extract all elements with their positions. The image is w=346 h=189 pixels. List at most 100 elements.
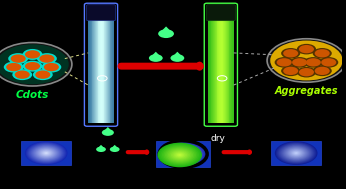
Circle shape <box>149 54 163 62</box>
FancyBboxPatch shape <box>89 20 90 123</box>
Circle shape <box>283 49 298 57</box>
Polygon shape <box>97 145 106 149</box>
Circle shape <box>157 143 202 167</box>
Circle shape <box>11 54 26 63</box>
Circle shape <box>292 151 300 155</box>
Circle shape <box>15 70 30 79</box>
FancyBboxPatch shape <box>111 20 112 123</box>
Circle shape <box>283 146 309 160</box>
Circle shape <box>41 150 52 156</box>
Circle shape <box>182 153 184 155</box>
Circle shape <box>275 141 318 165</box>
Circle shape <box>286 148 306 158</box>
Circle shape <box>8 53 28 64</box>
Circle shape <box>42 62 61 73</box>
FancyBboxPatch shape <box>233 20 234 123</box>
Circle shape <box>31 145 61 161</box>
FancyBboxPatch shape <box>112 20 113 123</box>
Circle shape <box>315 67 330 75</box>
FancyBboxPatch shape <box>106 20 107 123</box>
Circle shape <box>45 153 47 154</box>
Circle shape <box>22 49 43 60</box>
Circle shape <box>34 146 59 160</box>
Circle shape <box>38 148 55 158</box>
Circle shape <box>12 69 32 80</box>
FancyBboxPatch shape <box>96 20 97 123</box>
Circle shape <box>28 143 64 163</box>
Circle shape <box>0 43 72 86</box>
FancyBboxPatch shape <box>228 20 229 123</box>
FancyBboxPatch shape <box>225 20 226 123</box>
Circle shape <box>160 141 206 167</box>
FancyBboxPatch shape <box>208 20 209 123</box>
Polygon shape <box>110 145 119 149</box>
Circle shape <box>277 58 292 67</box>
Circle shape <box>315 49 330 57</box>
Text: dry: dry <box>210 134 225 143</box>
FancyBboxPatch shape <box>156 141 210 167</box>
FancyBboxPatch shape <box>92 20 93 123</box>
FancyBboxPatch shape <box>206 5 235 21</box>
FancyBboxPatch shape <box>86 5 116 21</box>
Circle shape <box>171 147 196 161</box>
Circle shape <box>37 148 56 158</box>
Circle shape <box>313 48 332 59</box>
Circle shape <box>282 145 310 161</box>
FancyBboxPatch shape <box>93 20 94 123</box>
Circle shape <box>319 57 338 68</box>
Polygon shape <box>171 52 184 58</box>
Circle shape <box>172 151 187 159</box>
Circle shape <box>37 53 57 64</box>
FancyBboxPatch shape <box>98 20 99 123</box>
Circle shape <box>289 149 304 157</box>
Circle shape <box>163 143 204 165</box>
Circle shape <box>27 143 65 164</box>
Circle shape <box>280 144 312 162</box>
FancyBboxPatch shape <box>219 20 220 123</box>
Circle shape <box>293 151 299 155</box>
FancyBboxPatch shape <box>229 20 230 123</box>
Polygon shape <box>102 127 113 132</box>
Circle shape <box>281 48 300 59</box>
FancyBboxPatch shape <box>102 20 103 123</box>
FancyBboxPatch shape <box>91 20 92 123</box>
Circle shape <box>168 148 192 162</box>
Circle shape <box>42 151 51 155</box>
FancyBboxPatch shape <box>100 20 101 123</box>
Circle shape <box>177 153 183 157</box>
Circle shape <box>291 150 301 156</box>
Circle shape <box>159 143 201 167</box>
FancyBboxPatch shape <box>212 20 213 123</box>
Circle shape <box>299 68 314 76</box>
Circle shape <box>32 145 60 161</box>
FancyBboxPatch shape <box>210 20 211 123</box>
Circle shape <box>35 70 50 79</box>
Circle shape <box>173 148 193 160</box>
Circle shape <box>275 57 294 68</box>
FancyBboxPatch shape <box>103 20 104 123</box>
Circle shape <box>0 44 69 84</box>
Circle shape <box>175 153 184 157</box>
Circle shape <box>299 45 314 53</box>
FancyBboxPatch shape <box>217 20 218 123</box>
Circle shape <box>306 58 321 67</box>
Circle shape <box>171 150 189 160</box>
Circle shape <box>281 145 311 161</box>
Circle shape <box>292 58 307 67</box>
Circle shape <box>40 149 53 157</box>
Circle shape <box>279 144 313 163</box>
FancyBboxPatch shape <box>108 20 109 123</box>
Circle shape <box>321 58 336 67</box>
FancyBboxPatch shape <box>271 141 321 165</box>
FancyBboxPatch shape <box>209 20 210 123</box>
Circle shape <box>176 150 190 158</box>
Circle shape <box>166 145 200 163</box>
Circle shape <box>170 149 190 161</box>
Circle shape <box>110 147 120 152</box>
Circle shape <box>33 69 53 80</box>
Circle shape <box>297 44 316 54</box>
Circle shape <box>304 57 323 68</box>
Circle shape <box>44 63 59 71</box>
Circle shape <box>163 146 196 164</box>
Circle shape <box>161 142 205 166</box>
